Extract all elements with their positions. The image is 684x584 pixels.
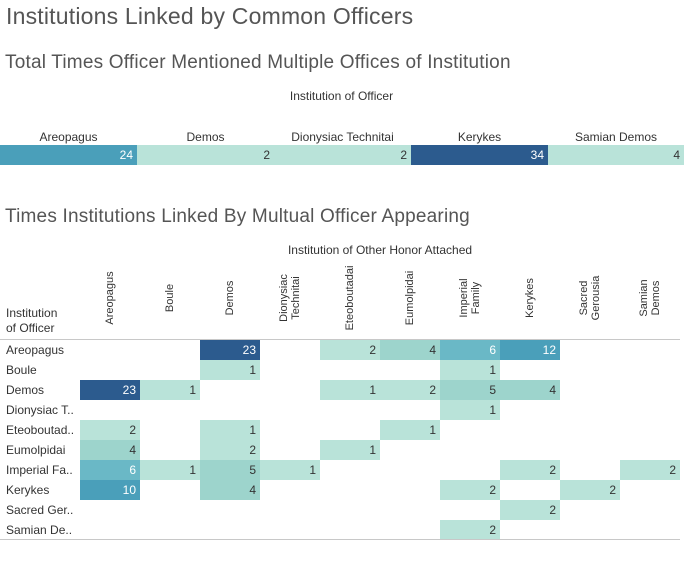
heatmap-cell: 1 [440,360,500,380]
heatmap-cell: 2 [320,340,380,360]
bar-cell: 24 [0,145,137,165]
heatmap-cell: 2 [560,480,620,500]
heatmap-cell: 4 [380,340,440,360]
heatmap-cell: 6 [440,340,500,360]
heatmap-title: Times Institutions Linked By Multual Off… [5,206,470,227]
heatmap-cell: 2 [380,380,440,400]
heatmap-cell: 1 [200,360,260,380]
heatmap-cell: 12 [500,340,560,360]
heatmap-row-label: Imperial Fa.. [6,463,73,477]
bar-cell: 4 [548,145,684,165]
bar-category-label: Demos [186,130,225,144]
heatmap-cell: 2 [200,440,260,460]
heatmap-top-rule [0,339,680,340]
bar-category-label: Dionysiac Technitai [291,130,394,144]
heatmap-cell: 4 [80,440,140,460]
heatmap-row-label: Dionysiac T.. [6,403,74,417]
page-title: Institutions Linked by Common Officers [6,3,414,29]
heatmap-cell: 10 [80,480,140,500]
heatmap-column-label: Kerykes [524,278,536,318]
heatmap-column-label: Dionysiac Technitai [278,274,302,322]
heatmap-cell: 5 [440,380,500,400]
heatmap-column-label: Imperial Family [458,278,482,318]
heatmap-row-label: Kerykes [6,483,50,497]
heatmap-row-label: Sacred Ger.. [6,503,74,517]
bar-cell: 34 [411,145,548,165]
heatmap-row-label: Boule [6,363,37,377]
heatmap-cell: 1 [260,460,320,480]
heatmap-column-label: Boule [164,283,176,313]
heatmap-cell: 2 [80,420,140,440]
heatmap-cell: 23 [200,340,260,360]
bar-cell: 2 [137,145,274,165]
bar-category-label: Samian Demos [574,130,658,144]
heatmap-column-label: Demos [224,280,236,316]
heatmap-cell: 1 [320,440,380,460]
bar-category-label: Areopagus [39,130,98,144]
heatmap-cell: 1 [200,420,260,440]
heatmap-cell: 4 [200,480,260,500]
heatmap-cell: 4 [500,380,560,400]
heatmap-row-label: Areopagus [6,343,65,357]
heatmap-column-label: Sacred Gerousia [578,275,602,321]
bar-cell: 2 [274,145,411,165]
bar-column-header: Institution of Officer [289,89,394,103]
heatmap-row-header: Institution of Officer [6,306,58,335]
heatmap-cell: 23 [80,380,140,400]
heatmap-cell: 1 [380,420,440,440]
heatmap-column-label: Eumolpidai [404,270,416,326]
heatmap-bottom-rule [0,539,680,540]
heatmap-cell: 2 [440,520,500,540]
heatmap-cell: 2 [440,480,500,500]
heatmap-row-label: Samian De.. [6,523,73,537]
heatmap-column-label: Samian Demos [638,279,662,317]
heatmap-row-label: Eteoboutad.. [6,423,75,437]
bar-chart-title: Total Times Officer Mentioned Multiple O… [5,52,511,73]
heatmap-row-label: Eumolpidai [6,443,66,457]
heatmap-cell: 6 [80,460,140,480]
heatmap-cell: 1 [440,400,500,420]
bar-category-label: Kerykes [457,130,502,144]
heatmap-cell: 2 [500,500,560,520]
heatmap-cell: 2 [500,460,560,480]
heatmap-cell: 1 [140,460,200,480]
heatmap-row-label: Demos [6,383,45,397]
heatmap-cell: 5 [200,460,260,480]
heatmap-column-label: Eteoboutadai [344,265,356,331]
heatmap-cell: 1 [140,380,200,400]
heatmap-column-header: Institution of Other Honor Attached [287,243,473,257]
heatmap-cell: 2 [620,460,680,480]
heatmap-column-label: Areopagus [104,271,116,325]
heatmap-cell: 1 [320,380,380,400]
